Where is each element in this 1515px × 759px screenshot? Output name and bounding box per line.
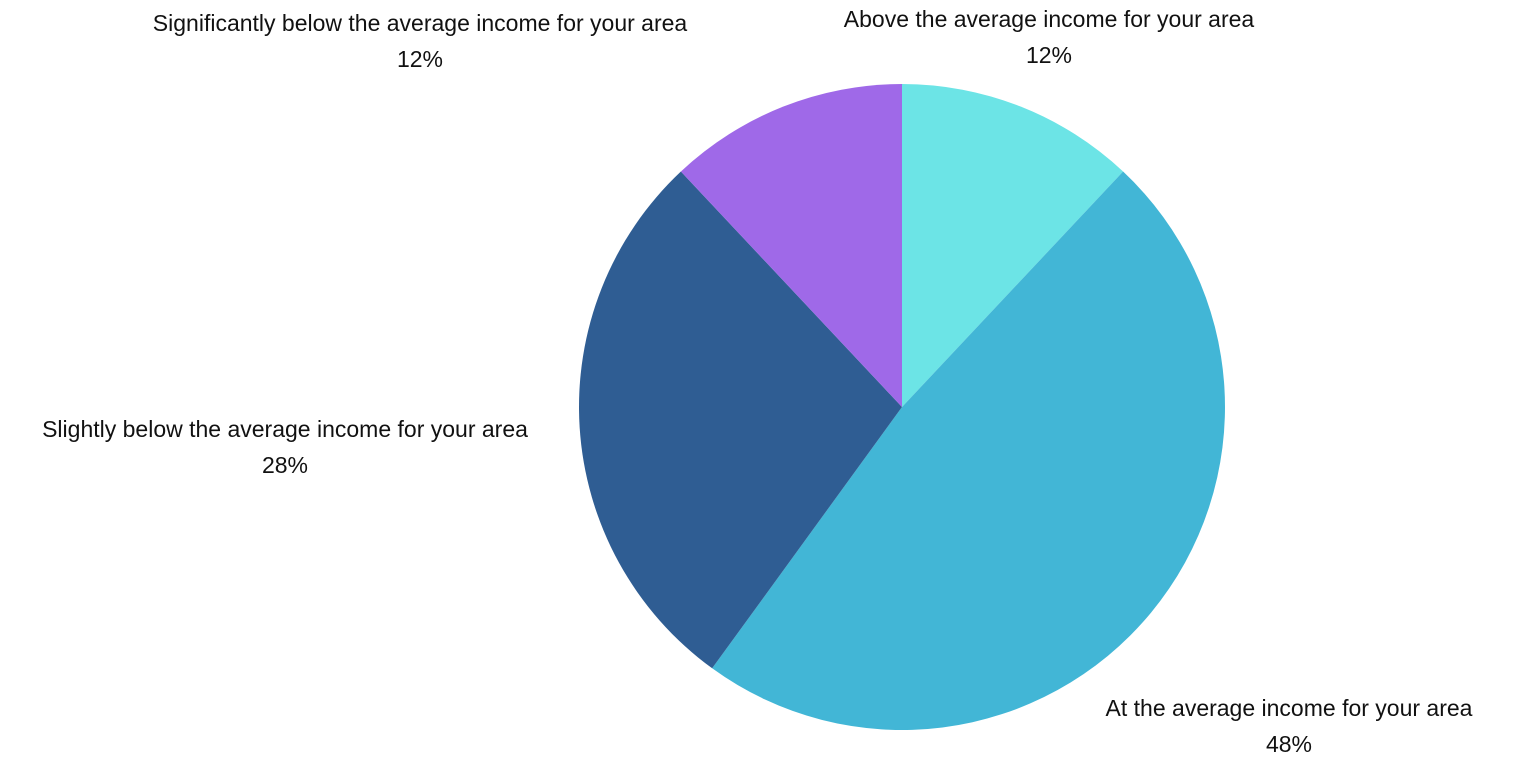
slice-label-value: 12% <box>396 45 444 72</box>
slice-label-value: 48% <box>1265 730 1313 757</box>
slice-label-name: Slightly below the average income for yo… <box>42 416 528 442</box>
slice-label-above-average: Above the average income for your area 1… <box>844 2 1254 73</box>
slice-label-name: Above the average income for your area <box>843 6 1255 32</box>
slice-label-value: 28% <box>261 451 309 478</box>
pie-slice-3 <box>680 84 902 407</box>
slice-label-slightly-below-average: Slightly below the average income for yo… <box>42 412 528 483</box>
slice-label-name: Significantly below the average income f… <box>152 10 688 36</box>
pie-slice-2 <box>579 171 902 669</box>
pie-slice-0 <box>902 84 1124 407</box>
slice-label-name: At the average income for your area <box>1105 695 1473 721</box>
slice-label-value: 12% <box>1025 41 1073 68</box>
slice-label-at-average: At the average income for your area 48% <box>1106 691 1473 759</box>
pie-slice-1 <box>712 171 1225 730</box>
slice-label-significantly-below-average: Significantly below the average income f… <box>153 6 687 77</box>
